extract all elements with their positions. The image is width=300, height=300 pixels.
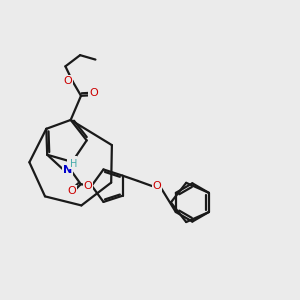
Text: H: H xyxy=(70,159,77,169)
Text: O: O xyxy=(89,88,98,98)
Text: N: N xyxy=(63,165,72,176)
Text: O: O xyxy=(67,186,76,196)
Text: O: O xyxy=(63,76,72,86)
Text: O: O xyxy=(153,181,161,191)
Text: S: S xyxy=(68,157,76,170)
Text: O: O xyxy=(84,181,92,191)
